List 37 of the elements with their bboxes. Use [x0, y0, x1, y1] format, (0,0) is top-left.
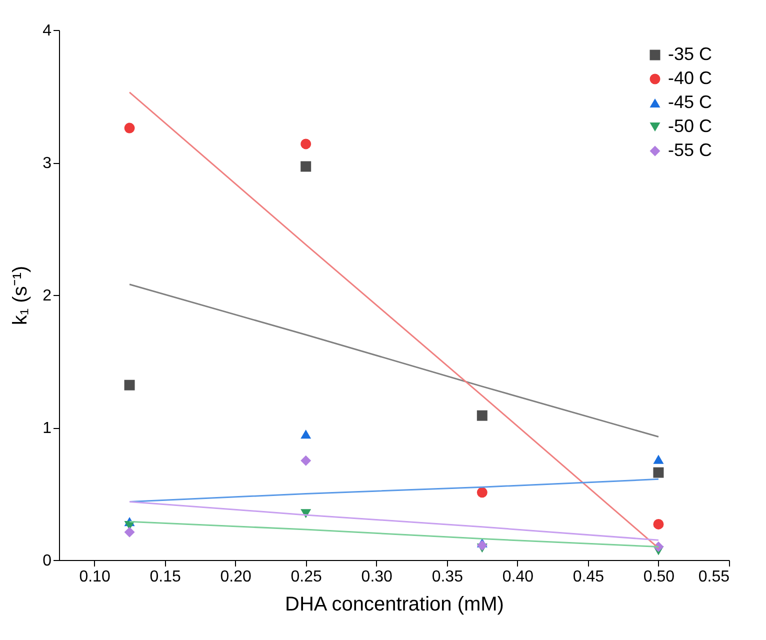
legend-label: -55 C	[668, 140, 712, 160]
x-axis-title: DHA concentration (mM)	[285, 594, 504, 616]
line-series	[128, 500, 660, 541]
point	[476, 410, 488, 421]
y-tick-label: 1	[42, 420, 52, 437]
x-tick-label: 0.30	[361, 568, 393, 586]
legend-label: -45 C	[668, 92, 712, 112]
x-tick-label: 0.50	[643, 568, 675, 586]
y-tick-label: 3	[42, 155, 52, 172]
x-tick-label: 0.45	[572, 568, 604, 586]
point	[124, 526, 135, 538]
x-tick-label: 0.15	[150, 568, 181, 586]
y-tick-label: 2	[42, 288, 52, 304]
legend-label: -40 C	[668, 68, 712, 88]
y-tick-label: 0	[42, 552, 52, 570]
point	[124, 380, 135, 390]
point	[476, 487, 488, 498]
point	[300, 161, 312, 172]
point	[653, 454, 664, 464]
point	[300, 430, 312, 439]
legend-label: -35 C	[668, 44, 712, 64]
x-tick-label: 0.25	[290, 568, 322, 586]
x-tick-label: 0.10	[79, 568, 110, 586]
point	[300, 455, 312, 466]
point	[300, 138, 312, 150]
line-series	[128, 284, 660, 438]
point	[653, 518, 664, 530]
x-tick-label: 0.55	[698, 568, 730, 586]
point	[476, 540, 488, 551]
point	[653, 467, 664, 478]
x-tick-label: 0.35	[432, 568, 464, 586]
x-tick-label: 0.20	[220, 568, 252, 586]
point	[124, 122, 135, 134]
x-tick-label: 0.40	[502, 568, 534, 586]
y-axis-title: k₁ (s⁻¹)	[10, 266, 32, 326]
y-tick-label: 4	[42, 22, 52, 40]
legend-label: -50 C	[668, 116, 712, 136]
